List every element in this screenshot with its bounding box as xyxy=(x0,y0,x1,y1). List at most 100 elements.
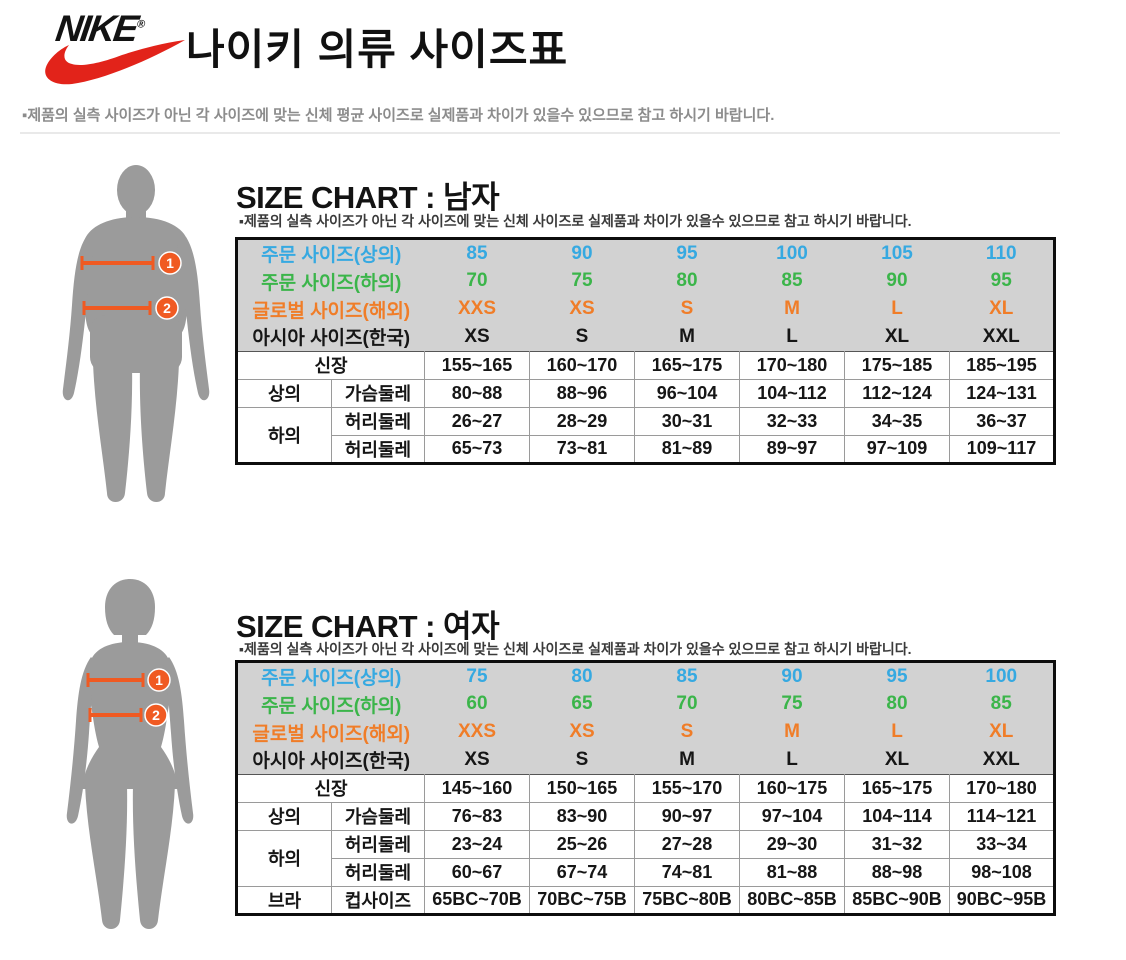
row-label: 주문 사이즈(하의) xyxy=(236,690,425,718)
size-value: 105 xyxy=(844,238,950,267)
size-value: 85BC~90B xyxy=(844,885,950,915)
row-group-label: 하의 xyxy=(236,829,332,887)
row-label: 허리둘레 xyxy=(331,829,425,859)
size-value: 150~165 xyxy=(529,773,635,803)
size-value: 60 xyxy=(424,690,530,718)
table-row: 하의 허리둘레 23~24 25~26 27~28 29~30 31~32 33… xyxy=(236,829,1055,887)
table-row: 상의 가슴둘레 76~83 83~90 90~97 97~104 104~114… xyxy=(236,801,1055,831)
size-value: 33~34 xyxy=(949,829,1055,859)
size-value: 110 xyxy=(949,238,1055,267)
size-value: 65BC~70B xyxy=(424,885,530,915)
size-value: 65~73 xyxy=(424,434,530,464)
size-value: 98~108 xyxy=(949,857,1055,887)
women-section-title: SIZE CHART : 여자 xyxy=(236,609,500,644)
size-value: 60~67 xyxy=(424,857,530,887)
size-value: 109~117 xyxy=(949,434,1055,464)
row-label: 글로벌 사이즈(해외) xyxy=(236,295,425,323)
size-value: 95 xyxy=(634,238,740,267)
size-value: 97~109 xyxy=(844,434,950,464)
row-label: 아시아 사이즈(한국) xyxy=(236,323,425,351)
table-row: 신장 145~160 150~165 155~170 160~175 165~1… xyxy=(236,773,1055,803)
size-value: 185~195 xyxy=(949,350,1055,380)
size-value: 73~81 xyxy=(529,434,635,464)
size-value: S xyxy=(529,323,635,351)
size-value: XXS xyxy=(424,295,530,323)
size-value: XL xyxy=(844,323,950,351)
table-row: 신장 155~165 160~170 165~175 170~180 175~1… xyxy=(236,350,1055,380)
marker-1-number: 1 xyxy=(166,255,174,271)
row-group-label: 하의 xyxy=(236,406,332,464)
size-value: 75BC~80B xyxy=(634,885,740,915)
table-row: 브라 컵사이즈 65BC~70B 70BC~75B 75BC~80B 80BC~… xyxy=(236,885,1055,915)
row-label: 아시아 사이즈(한국) xyxy=(236,746,425,774)
marker-2-number: 2 xyxy=(152,707,160,723)
size-value: 100 xyxy=(949,661,1055,690)
row-label: 주문 사이즈(하의) xyxy=(236,267,425,295)
size-value: 100 xyxy=(739,238,845,267)
size-value: 27~28 xyxy=(634,829,740,859)
size-value: 32~33 xyxy=(739,406,845,436)
size-value: XS xyxy=(529,295,635,323)
size-value: 170~180 xyxy=(949,773,1055,803)
size-value: 81~89 xyxy=(634,434,740,464)
size-value: 81~88 xyxy=(739,857,845,887)
size-value: 26~27 xyxy=(424,406,530,436)
size-value: 36~37 xyxy=(949,406,1055,436)
men-size-table: 주문 사이즈(상의) 85 90 95 100 105 110 주문 사이즈(하… xyxy=(235,237,1056,465)
size-value: 160~175 xyxy=(739,773,845,803)
size-value: 95 xyxy=(844,661,950,690)
marker-2-badge: 2 xyxy=(144,703,168,727)
table-row: 상의 가슴둘레 80~88 88~96 96~104 104~112 112~1… xyxy=(236,378,1055,408)
size-value: XXL xyxy=(949,323,1055,351)
size-value: 155~165 xyxy=(424,350,530,380)
size-value: 112~124 xyxy=(844,378,950,408)
size-value: M xyxy=(739,295,845,323)
size-value: 67~74 xyxy=(529,857,635,887)
male-silhouette: 1 2 xyxy=(62,165,210,502)
chest-measure-line xyxy=(80,256,155,270)
size-value: S xyxy=(529,746,635,774)
size-value: 30~31 xyxy=(634,406,740,436)
marker-1-number: 1 xyxy=(155,672,163,688)
size-value: L xyxy=(739,746,845,774)
table-row: 글로벌 사이즈(해외) XXS XS S M L XL xyxy=(236,295,1055,323)
table-row: 하의 허리둘레 26~27 28~29 30~31 32~33 34~35 36… xyxy=(236,406,1055,464)
size-value: 95 xyxy=(949,267,1055,295)
female-silhouette: 1 2 xyxy=(66,579,194,929)
bust-measure-line xyxy=(86,673,145,687)
size-value: 89~97 xyxy=(739,434,845,464)
registered-mark: ® xyxy=(136,18,146,31)
size-value: 75 xyxy=(424,661,530,690)
size-value: 155~170 xyxy=(634,773,740,803)
size-value: 25~26 xyxy=(529,829,635,859)
size-value: S xyxy=(634,718,740,746)
size-value: 23~24 xyxy=(424,829,530,859)
women-section-note: ▪제품의 실측 사이즈가 아닌 각 사이즈에 맞는 신체 사이즈로 실제품과 차… xyxy=(239,641,912,657)
table-row: 주문 사이즈(하의) 70 75 80 85 90 95 xyxy=(236,267,1055,295)
size-value: 83~90 xyxy=(529,801,635,831)
size-value: 28~29 xyxy=(529,406,635,436)
size-value: L xyxy=(844,295,950,323)
size-value: 65 xyxy=(529,690,635,718)
row-group-label: 브라 xyxy=(236,885,332,915)
row-label: 컵사이즈 xyxy=(331,885,425,915)
size-value: 90 xyxy=(529,238,635,267)
marker-2-number: 2 xyxy=(163,300,171,316)
table-row: 주문 사이즈(하의) 60 65 70 75 80 85 xyxy=(236,690,1055,718)
divider xyxy=(20,132,1060,134)
size-value: 90~97 xyxy=(634,801,740,831)
size-value: S xyxy=(634,295,740,323)
size-value: 165~175 xyxy=(634,350,740,380)
row-label: 허리둘레 xyxy=(331,406,425,436)
size-value: 29~30 xyxy=(739,829,845,859)
size-value: M xyxy=(634,746,740,774)
size-value: 88~96 xyxy=(529,378,635,408)
size-value: 90 xyxy=(844,267,950,295)
size-value: XS xyxy=(424,746,530,774)
row-label: 가슴둘레 xyxy=(331,801,425,831)
size-value: 97~104 xyxy=(739,801,845,831)
size-value: 85 xyxy=(739,267,845,295)
size-value: 74~81 xyxy=(634,857,740,887)
size-value: 170~180 xyxy=(739,350,845,380)
size-value: 80~88 xyxy=(424,378,530,408)
